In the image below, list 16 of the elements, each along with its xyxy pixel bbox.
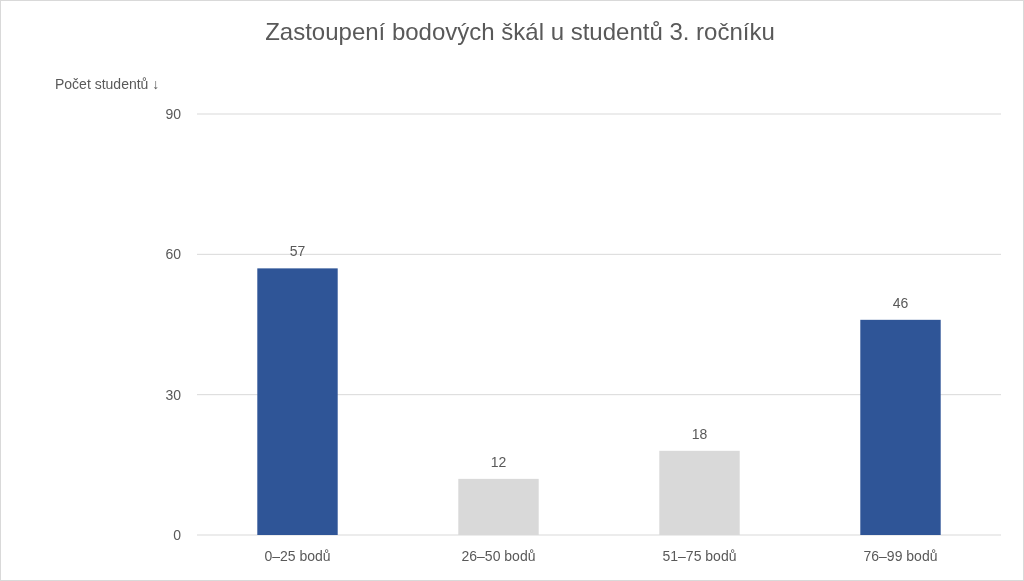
x-tick-label: 26–50 bodů xyxy=(461,548,536,564)
x-tick-label: 51–75 bodů xyxy=(662,548,737,564)
y-tick-label: 60 xyxy=(165,246,182,263)
data-label: 18 xyxy=(691,425,708,442)
y-tick-label: 90 xyxy=(165,105,182,122)
y-tick-label: 0 xyxy=(173,526,182,543)
x-tick-label: 0–25 bodů xyxy=(264,548,331,564)
x-tick-label: 76–99 bodů xyxy=(863,548,938,564)
data-label: 46 xyxy=(892,294,909,311)
chart-title: Zastoupení bodových škál u studentů 3. ročníku xyxy=(265,18,775,45)
data-label: 57 xyxy=(289,243,306,260)
y-tick-label: 30 xyxy=(165,386,182,403)
bar xyxy=(257,268,338,535)
y-axis-title: Počet studentů ↓ xyxy=(55,76,160,92)
bar xyxy=(860,319,941,535)
data-label: 12 xyxy=(490,453,507,470)
